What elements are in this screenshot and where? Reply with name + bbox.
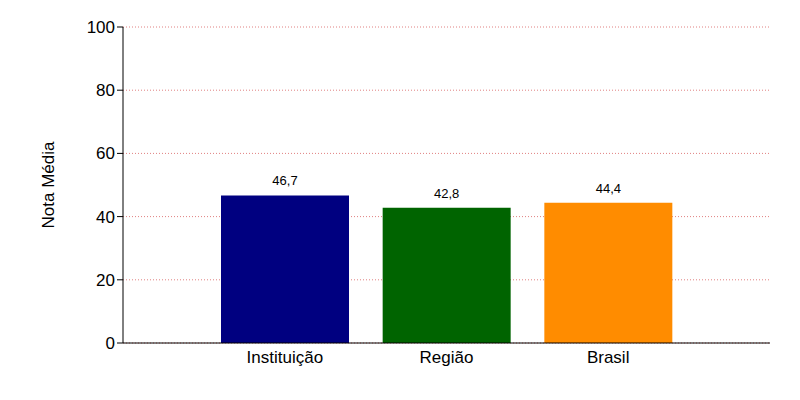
- svg-text:80: 80: [96, 81, 115, 100]
- svg-text:100: 100: [87, 18, 115, 37]
- svg-text:44,4: 44,4: [596, 181, 621, 196]
- svg-text:42,8: 42,8: [434, 186, 459, 201]
- svg-text:Brasil: Brasil: [587, 348, 630, 367]
- svg-text:Região: Região: [420, 348, 474, 367]
- svg-text:46,7: 46,7: [272, 173, 297, 188]
- svg-text:40: 40: [96, 208, 115, 227]
- svg-text:60: 60: [96, 144, 115, 163]
- svg-text:Instituição: Instituição: [247, 348, 324, 367]
- svg-text:20: 20: [96, 271, 115, 290]
- svg-text:0: 0: [106, 334, 115, 353]
- svg-text:Nota Média: Nota Média: [39, 141, 58, 228]
